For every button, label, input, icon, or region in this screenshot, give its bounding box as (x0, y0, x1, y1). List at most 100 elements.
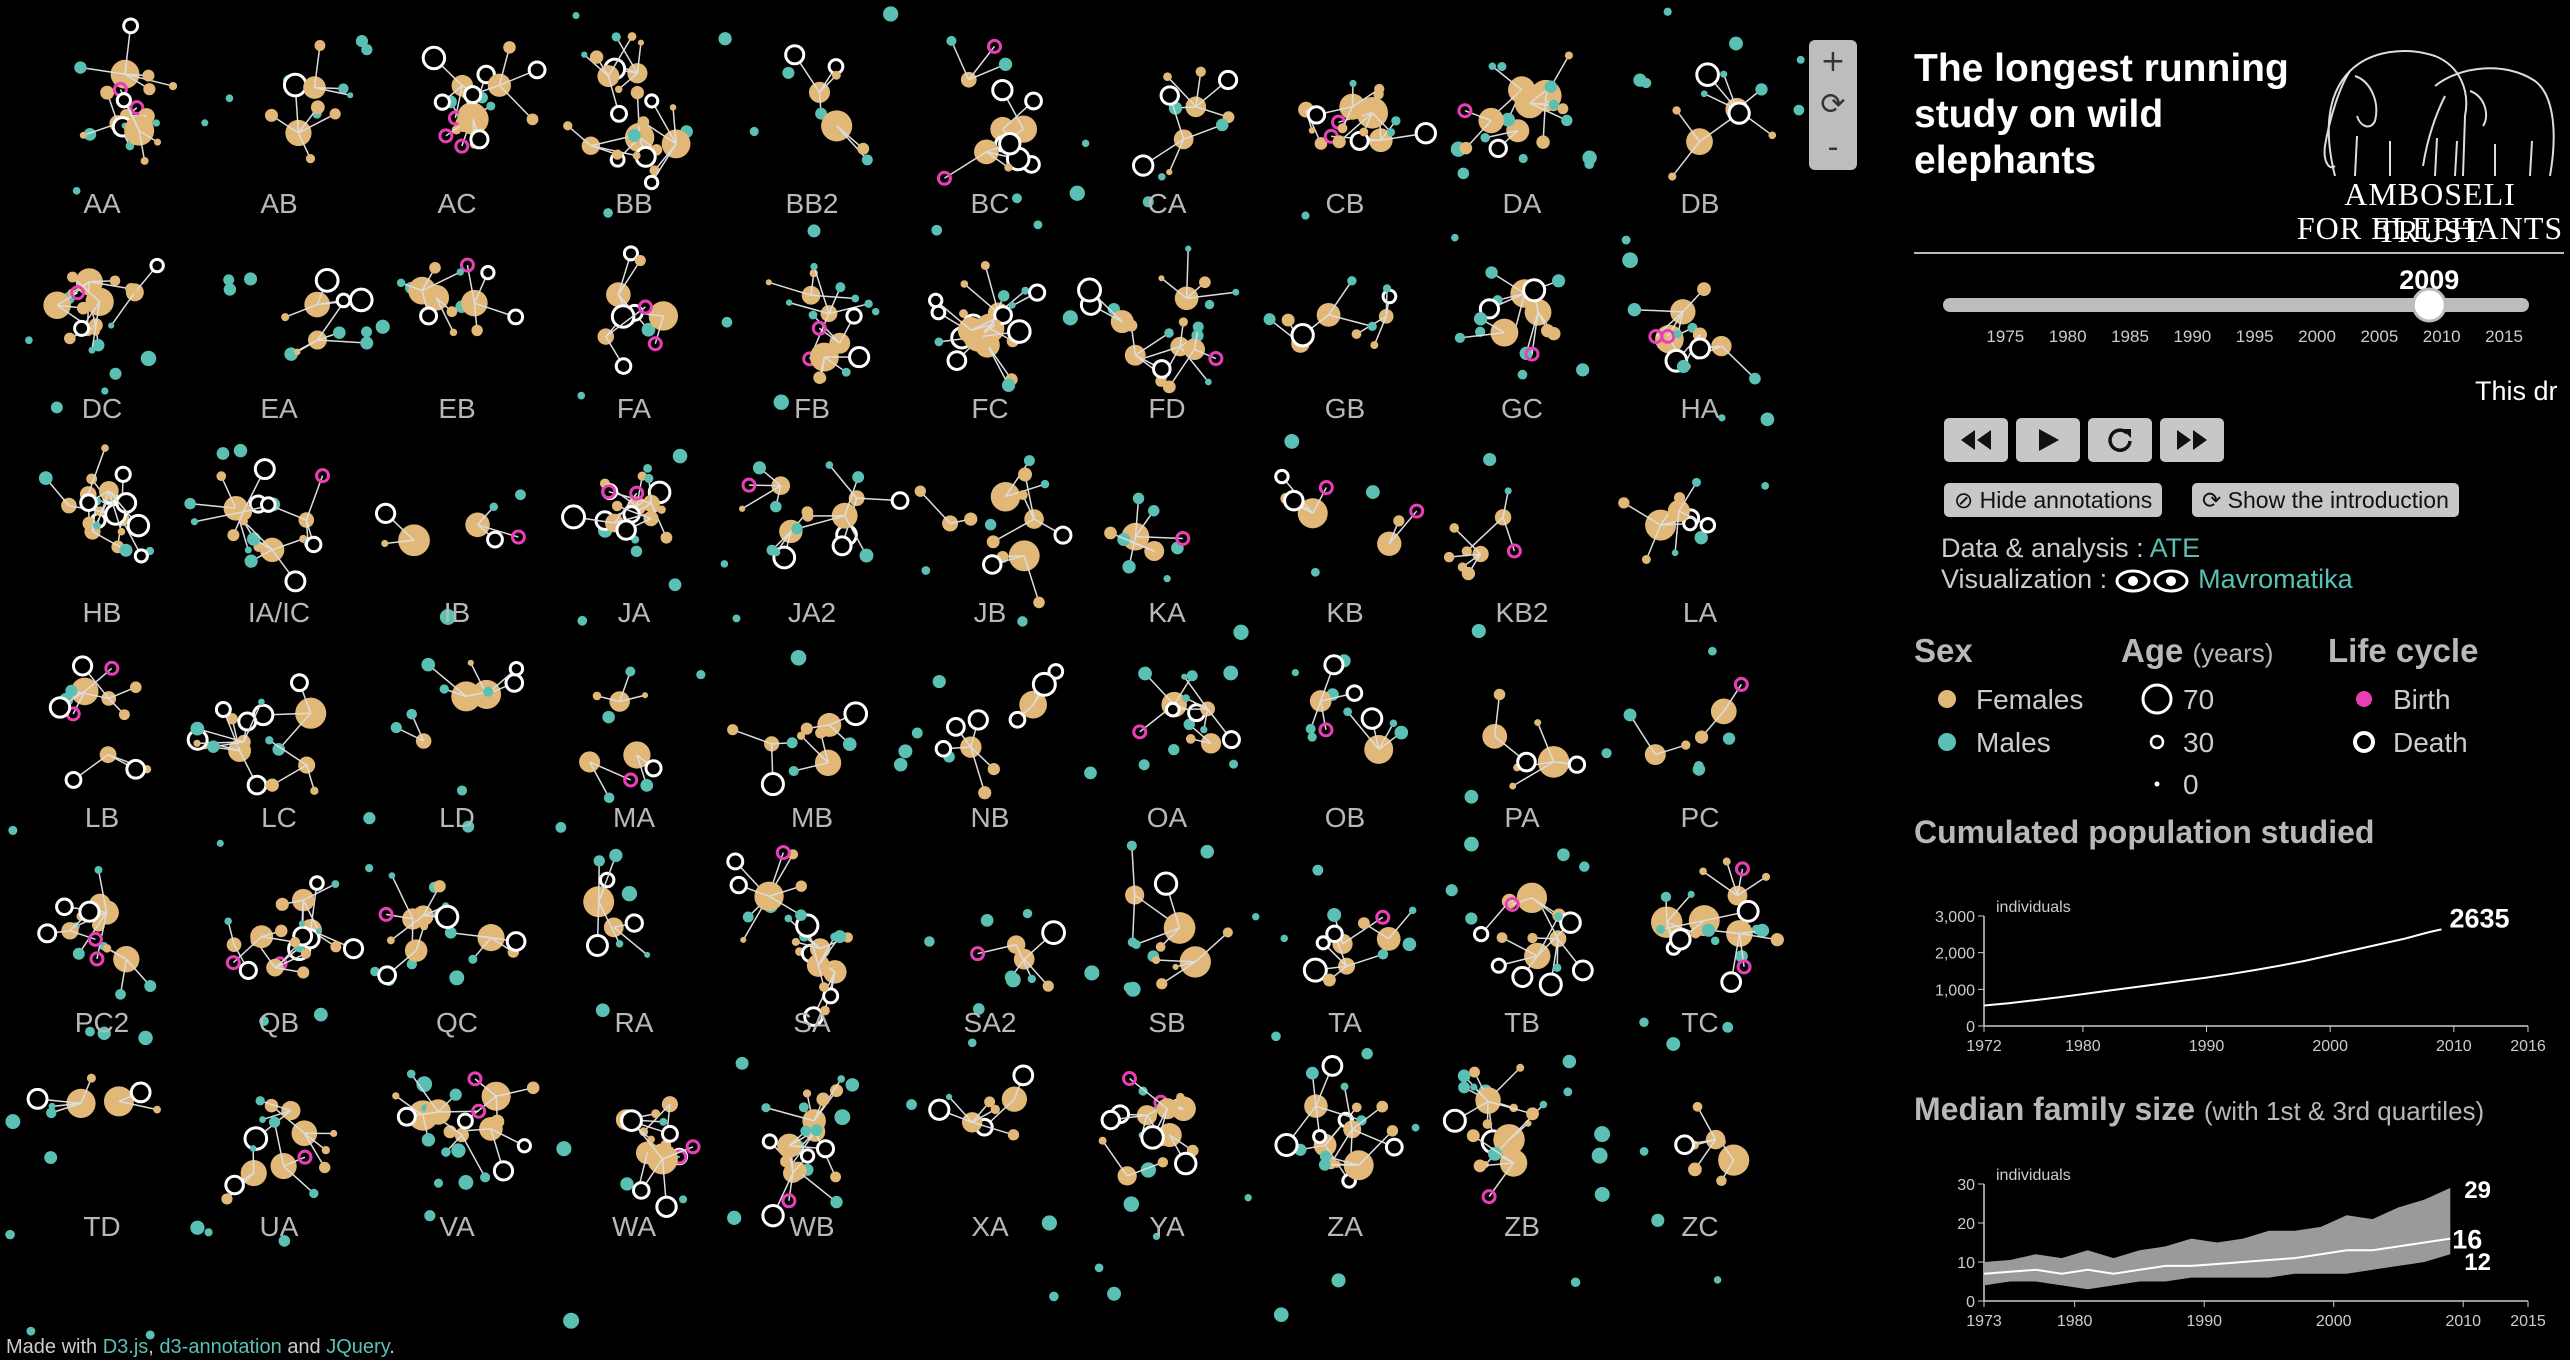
calf-node[interactable] (1138, 666, 1152, 681)
calf-node[interactable] (64, 332, 76, 345)
family-cluster[interactable] (48, 655, 152, 789)
family-cluster[interactable] (1674, 1101, 1750, 1187)
calf-node[interactable] (659, 1117, 668, 1126)
zoom-in-button[interactable]: + (1820, 43, 1846, 79)
calf-node[interactable] (861, 154, 873, 166)
calf-node[interactable] (1376, 1100, 1389, 1113)
calf-node[interactable] (640, 779, 654, 792)
birth-node[interactable] (378, 906, 394, 922)
death-node[interactable] (125, 758, 147, 780)
calf-node[interactable] (1131, 939, 1141, 949)
death-node[interactable] (1053, 525, 1073, 545)
calf-node[interactable] (1314, 137, 1328, 150)
family-cluster[interactable] (186, 673, 327, 796)
calf-node[interactable] (589, 50, 604, 64)
family-cluster[interactable] (615, 1096, 701, 1218)
calf-node[interactable] (1017, 490, 1028, 501)
birth-node[interactable] (811, 320, 827, 336)
calf-node[interactable] (791, 523, 803, 535)
death-node[interactable] (848, 346, 871, 369)
death-node[interactable] (1012, 1064, 1035, 1087)
calf-node[interactable] (224, 917, 232, 925)
death-node[interactable] (845, 307, 863, 325)
death-node[interactable] (993, 305, 1013, 325)
calf-node[interactable] (994, 319, 1001, 327)
calf-node[interactable] (109, 275, 121, 287)
calf-node[interactable] (798, 1102, 809, 1113)
death-node[interactable] (561, 504, 587, 530)
death-node[interactable] (1736, 899, 1760, 923)
calf-node[interactable] (360, 336, 374, 350)
calf-node[interactable] (765, 279, 772, 286)
calf-node[interactable] (264, 108, 278, 122)
calf-node[interactable] (406, 1069, 416, 1079)
death-node[interactable] (133, 548, 149, 564)
calf-node[interactable] (1459, 141, 1473, 155)
calf-node[interactable] (329, 108, 341, 120)
death-node[interactable] (760, 772, 785, 797)
calf-node[interactable] (644, 473, 654, 484)
death-node[interactable] (1345, 684, 1364, 702)
calf-node[interactable] (429, 261, 441, 274)
family-cluster[interactable] (1077, 245, 1240, 394)
calf-node[interactable] (1004, 163, 1013, 172)
birth-node[interactable] (741, 477, 757, 493)
death-node[interactable] (115, 92, 132, 109)
calf-node[interactable] (1672, 106, 1681, 115)
family-cluster[interactable] (1274, 1055, 1404, 1189)
calf-node[interactable] (272, 743, 286, 756)
calf-node[interactable] (315, 928, 323, 935)
death-node[interactable] (614, 357, 633, 375)
family-cluster[interactable] (1668, 62, 1777, 181)
calf-node[interactable] (318, 1161, 331, 1174)
death-node[interactable] (946, 350, 968, 371)
death-node[interactable] (246, 774, 268, 796)
calf-node[interactable] (1040, 479, 1050, 489)
calf-node[interactable] (627, 32, 637, 41)
family-cluster[interactable] (1472, 882, 1594, 997)
calf-node[interactable] (86, 1073, 96, 1083)
calf-node[interactable] (259, 1116, 266, 1123)
calf-node[interactable] (1185, 245, 1192, 252)
death-node[interactable] (1131, 154, 1155, 177)
calf-node[interactable] (785, 299, 793, 306)
calf-node[interactable] (835, 282, 846, 293)
death-node[interactable] (726, 852, 745, 871)
calf-node[interactable] (914, 485, 926, 497)
birth-node[interactable] (1660, 328, 1676, 344)
family-cluster[interactable] (1132, 666, 1241, 754)
death-node[interactable] (945, 717, 966, 737)
calf-node[interactable] (795, 909, 807, 921)
calf-node[interactable] (611, 32, 621, 42)
calf-node[interactable] (1162, 380, 1176, 394)
calf-node[interactable] (1394, 725, 1409, 740)
birth-node[interactable] (471, 1103, 487, 1119)
calf-node[interactable] (310, 100, 325, 115)
family-cluster[interactable] (224, 875, 365, 980)
calf-node[interactable] (227, 529, 240, 542)
calf-node[interactable] (1548, 99, 1559, 110)
calf-node[interactable] (1627, 303, 1642, 317)
family-cluster[interactable] (374, 502, 526, 557)
family-cluster[interactable] (1454, 266, 1566, 362)
death-node[interactable] (1031, 671, 1057, 697)
family-cluster[interactable] (561, 471, 673, 544)
d3-link[interactable]: D3.js (102, 1336, 149, 1358)
family-cluster[interactable] (264, 40, 354, 164)
calf-node[interactable] (641, 322, 656, 337)
birth-node[interactable] (637, 299, 653, 315)
birth-node[interactable] (775, 845, 791, 861)
family-cluster[interactable] (1482, 688, 1587, 790)
calf-node[interactable] (1370, 341, 1379, 350)
calf-node[interactable] (1195, 66, 1206, 77)
birth-node[interactable] (1375, 909, 1391, 925)
calf-node[interactable] (644, 951, 651, 958)
calf-node[interactable] (1343, 707, 1352, 717)
death-node[interactable] (1283, 489, 1305, 512)
calf-node[interactable] (852, 471, 865, 484)
death-node[interactable] (1669, 928, 1692, 951)
death-node[interactable] (1024, 91, 1043, 111)
calf-node[interactable] (1681, 740, 1691, 750)
calf-node[interactable] (441, 1147, 451, 1157)
calf-node[interactable] (1148, 504, 1160, 517)
